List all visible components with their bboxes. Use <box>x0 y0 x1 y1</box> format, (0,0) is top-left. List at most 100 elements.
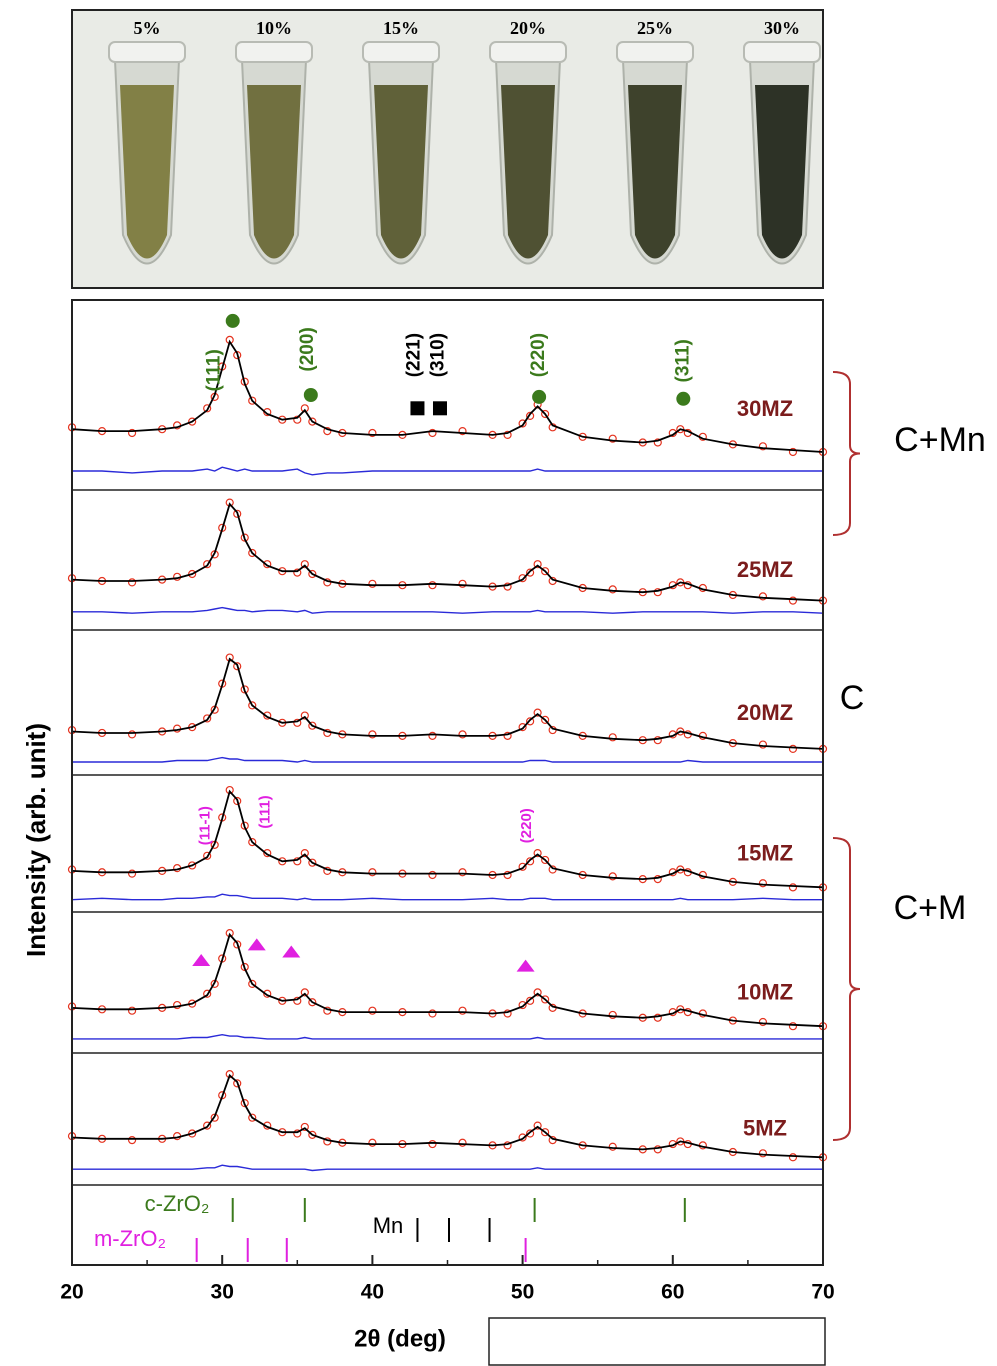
observed-point <box>503 870 512 880</box>
observed-point <box>518 419 527 428</box>
observed-point <box>788 883 798 892</box>
observed-point <box>203 714 212 723</box>
legend-box <box>488 1317 826 1366</box>
tube-powder <box>628 85 682 259</box>
observed-point <box>300 560 309 569</box>
observed-point <box>653 736 662 745</box>
peak-marker <box>303 388 318 402</box>
region-label: C+Mn <box>894 421 986 459</box>
peak-marker <box>192 953 211 966</box>
tube-cap <box>743 41 821 63</box>
observed-point <box>526 717 535 726</box>
observed-point <box>127 1006 137 1015</box>
observed-point <box>188 861 197 870</box>
y-axis-label: Intensity (arb. unit) <box>21 723 51 957</box>
observed-point <box>368 428 377 438</box>
tube-powder <box>120 85 174 259</box>
region-bracket <box>832 837 861 1141</box>
peak-marker <box>516 959 535 972</box>
observed-point <box>653 875 662 884</box>
observed-point <box>541 1128 550 1137</box>
observed-point <box>503 582 512 591</box>
observed-point <box>248 1113 257 1122</box>
phase-label: c-ZrO₂ <box>145 1191 210 1216</box>
observed-point <box>458 868 467 877</box>
observed-point <box>368 730 377 739</box>
observed-point <box>758 879 768 888</box>
observed-point <box>788 744 798 754</box>
observed-point <box>541 995 550 1004</box>
observed-point <box>308 721 317 730</box>
observed-point <box>203 560 212 569</box>
observed-point <box>458 730 467 739</box>
phase-label: Mn <box>373 1213 404 1238</box>
observed-point <box>300 1122 309 1132</box>
x-tick-label: 30 <box>211 1281 234 1304</box>
observed-point <box>308 998 317 1007</box>
calculated-line <box>71 502 824 602</box>
observed-point <box>188 569 197 579</box>
observed-point <box>248 701 257 710</box>
observed-point <box>368 1138 377 1147</box>
x-axis-label: 2θ (deg) <box>354 1325 446 1352</box>
observed-point <box>503 1141 512 1150</box>
photo-label: 20% <box>510 18 546 38</box>
peak-marker <box>282 945 301 958</box>
observed-point <box>233 662 242 671</box>
observed-point <box>308 417 317 426</box>
observed-point <box>428 1009 437 1018</box>
observed-point <box>323 427 332 436</box>
observed-point <box>127 730 137 739</box>
observed-point <box>526 857 535 866</box>
observed-point <box>533 848 542 858</box>
difference-line <box>72 1033 823 1040</box>
difference-line <box>72 1164 823 1172</box>
observed-point <box>203 851 212 860</box>
x-tick-label: 40 <box>361 1281 384 1304</box>
photo-label: 25% <box>637 18 673 38</box>
observed-point <box>526 568 535 577</box>
hkl-label: (200) <box>297 327 318 371</box>
observed-point <box>127 428 137 438</box>
observed-point <box>526 996 535 1005</box>
observed-point <box>518 1133 527 1142</box>
x-tick-label: 60 <box>661 1281 684 1304</box>
observed-point <box>127 1136 137 1145</box>
tube-cap <box>489 41 567 63</box>
x-tick-label: 70 <box>811 1281 834 1304</box>
observed-point <box>518 574 527 583</box>
observed-point <box>293 857 302 866</box>
tube-cap <box>616 41 694 63</box>
observed-point <box>653 438 662 447</box>
observed-point <box>233 940 242 949</box>
region-bracket <box>832 371 861 536</box>
observed-point <box>533 1121 542 1130</box>
difference-line <box>71 893 823 901</box>
photo-label: 10% <box>256 18 292 38</box>
observed-point <box>263 848 272 858</box>
observed-point <box>541 855 550 865</box>
calculated-line <box>71 657 824 750</box>
observed-point <box>293 415 302 424</box>
observed-point <box>518 862 527 871</box>
peak-marker <box>410 401 425 416</box>
observed-point <box>788 1022 798 1031</box>
tube-cap <box>362 41 440 63</box>
observed-point <box>503 731 512 740</box>
peak-marker <box>432 401 447 416</box>
peak-marker <box>247 938 266 951</box>
observed-point <box>503 430 512 439</box>
calculated-line <box>71 339 824 453</box>
observed-point <box>428 731 437 740</box>
hkl-label: (220) <box>528 333 549 377</box>
observed-point <box>758 1149 768 1158</box>
calculated-line <box>71 932 824 1028</box>
observed-point <box>263 560 272 569</box>
observed-point <box>541 715 550 725</box>
observed-point <box>788 447 798 457</box>
observed-point <box>541 409 550 419</box>
observed-point <box>518 1000 527 1010</box>
difference-line <box>72 466 823 476</box>
tube-cap <box>235 41 313 63</box>
observed-point <box>293 718 302 727</box>
